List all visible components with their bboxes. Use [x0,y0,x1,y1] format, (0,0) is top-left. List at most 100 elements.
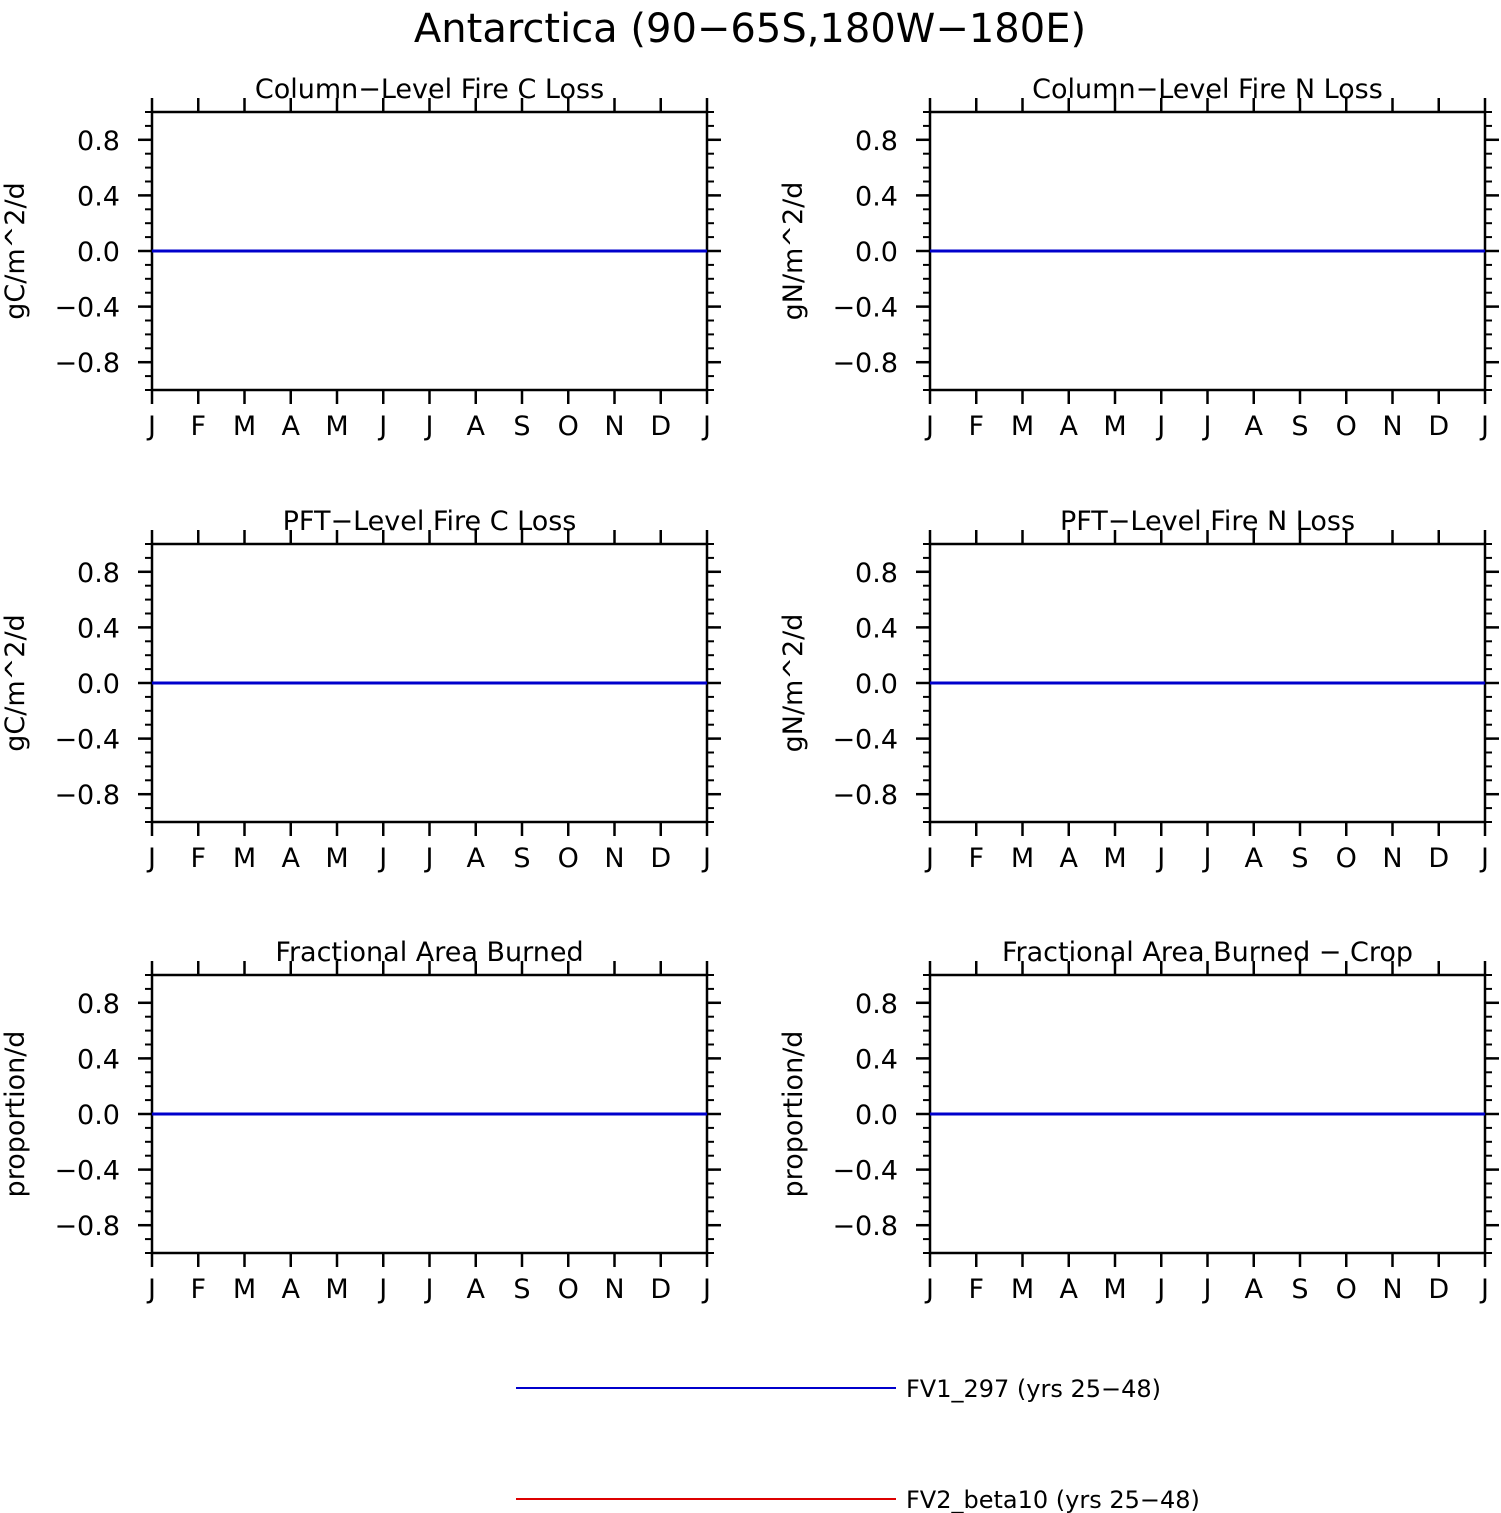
y-tick-label: 0.0 [855,669,898,700]
y-tick-label: −0.8 [54,780,120,811]
y-axis-label: gN/m^2/d [778,614,809,753]
panel-title: Column−Level Fire N Loss [1032,74,1383,105]
x-tick-label: A [282,411,301,442]
x-tick-label: N [604,843,624,874]
x-tick-label: J [146,843,156,874]
y-axis-label: gC/m^2/d [0,614,31,751]
y-tick-label: 0.4 [77,181,120,212]
x-tick-label: J [424,843,434,874]
y-tick-label: 0.8 [77,558,120,589]
x-tick-label: A [1060,411,1079,442]
y-tick-label: 0.0 [855,237,898,268]
panels: J F M A M J J A S O N D J−0.8−0.40.00.40.8gC/m^2/dCo… [0,74,1499,1305]
x-tick-label: O [558,411,579,442]
x-tick-label: N [1382,1274,1402,1305]
x-tick-label: J [377,411,387,442]
y-tick-label: 0.0 [77,669,120,700]
panel-title: PFT−Level Fire C Loss [283,506,577,537]
x-tick-label: J [1202,1274,1212,1305]
x-tick-label: M [325,843,348,874]
y-tick-label: 0.4 [855,613,898,644]
x-tick-label: J [146,411,156,442]
y-tick-label: 0.8 [855,558,898,589]
chart-panel: J F M A M J J A S O N D J−0.8−0.40.00.40.8gC/m^2/dPF… [0,506,721,874]
x-tick-label: N [1382,843,1402,874]
x-tick-label: M [1103,411,1126,442]
chart-panel: J F M A M J J A S O N D J−0.8−0.40.00.40.8gN/m^2/dCo… [778,74,1499,442]
x-tick-label: A [1060,1274,1079,1305]
x-tick-label: N [604,1274,624,1305]
panel-title: Column−Level Fire C Loss [255,74,604,105]
y-tick-label: −0.8 [54,1211,120,1242]
x-tick-label: J [924,411,934,442]
x-tick-label: J [701,843,711,874]
y-axis-label: gN/m^2/d [778,182,809,321]
x-tick-label: M [1011,1274,1034,1305]
x-tick-label: A [282,1274,301,1305]
y-tick-label: 0.8 [77,126,120,157]
y-tick-label: 0.8 [855,126,898,157]
chart-panel: J F M A M J J A S O N D J−0.8−0.40.00.40.8gC/m^2/dCo… [0,74,721,442]
y-axis-label: proportion/d [778,1031,809,1198]
y-tick-label: 0.0 [77,237,120,268]
x-tick-label: A [282,843,301,874]
x-tick-label: A [467,411,486,442]
y-tick-label: 0.4 [855,1044,898,1075]
x-tick-label: A [467,1274,486,1305]
x-tick-label: J [377,843,387,874]
x-tick-label: J [1155,843,1165,874]
y-tick-label: −0.8 [832,348,898,379]
y-tick-label: −0.4 [54,293,120,324]
x-tick-label: D [650,843,671,874]
y-axis-label: proportion/d [0,1031,31,1198]
y-axis-label: gC/m^2/d [0,182,31,319]
x-tick-label: M [233,843,256,874]
x-tick-label: D [1428,1274,1449,1305]
y-tick-label: −0.8 [832,1211,898,1242]
x-tick-label: J [1155,411,1165,442]
x-tick-label: O [1336,1274,1357,1305]
x-tick-label: M [1103,1274,1126,1305]
y-tick-label: 0.8 [77,989,120,1020]
x-tick-label: J [1202,411,1212,442]
x-tick-label: J [146,1274,156,1305]
x-tick-label: F [190,843,206,874]
x-tick-label: D [650,411,671,442]
panel-title: PFT−Level Fire N Loss [1060,506,1355,537]
legend: FV1_297 (yrs 25−48) FV2_beta10 (yrs 25−48… [516,1375,1200,1513]
x-tick-label: O [1336,411,1357,442]
y-tick-label: −0.4 [832,293,898,324]
x-tick-label: J [1479,411,1489,442]
x-tick-label: O [558,1274,579,1305]
panel-title: Fractional Area Burned [275,937,583,968]
x-tick-label: S [513,843,530,874]
x-tick-label: N [604,411,624,442]
x-tick-label: F [968,1274,984,1305]
x-tick-label: S [1291,1274,1308,1305]
x-tick-label: A [1245,843,1264,874]
y-tick-label: 0.4 [77,613,120,644]
x-tick-label: F [968,411,984,442]
x-tick-label: O [558,843,579,874]
x-tick-label: J [424,1274,434,1305]
x-tick-label: J [701,1274,711,1305]
x-tick-label: J [1202,843,1212,874]
x-tick-label: M [1011,411,1034,442]
x-tick-label: J [924,1274,934,1305]
x-tick-label: J [701,411,711,442]
y-tick-label: 0.4 [77,1044,120,1075]
x-tick-label: S [1291,843,1308,874]
x-tick-label: S [513,411,530,442]
x-tick-label: D [650,1274,671,1305]
y-tick-label: −0.4 [54,1156,120,1187]
y-tick-label: 0.0 [855,1100,898,1131]
chart-panel: J F M A M J J A S O N D J−0.8−0.40.00.40.8proportion… [778,937,1499,1305]
x-tick-label: D [1428,411,1449,442]
x-tick-label: N [1382,411,1402,442]
y-tick-label: −0.8 [54,348,120,379]
x-tick-label: F [968,843,984,874]
figure-title: Antarctica (90−65S,180W−180E) [414,6,1086,52]
y-tick-label: 0.8 [855,989,898,1020]
x-tick-label: F [190,411,206,442]
